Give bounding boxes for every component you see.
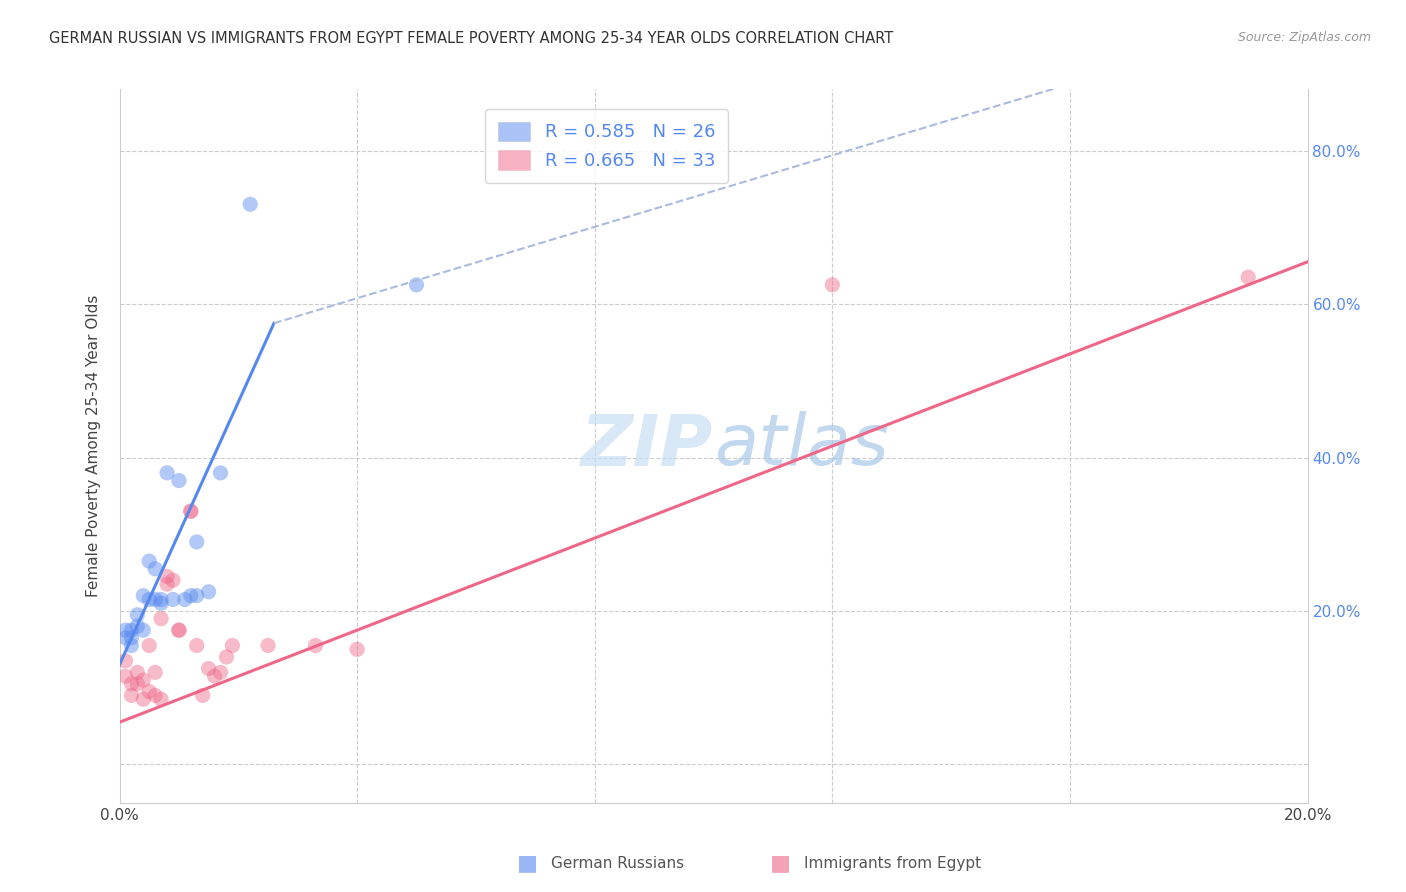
Point: [197, 584, 219, 599]
Text: atlas: atlas: [713, 411, 889, 481]
Text: Source: ZipAtlas.com: Source: ZipAtlas.com: [1237, 31, 1371, 45]
Point: [127, 665, 149, 680]
Point: [346, 642, 368, 657]
Point: [180, 504, 202, 518]
Text: ■: ■: [517, 854, 537, 873]
Point: [186, 589, 208, 603]
Text: German Russians: German Russians: [551, 856, 685, 871]
Point: [138, 639, 160, 653]
Point: [405, 277, 427, 292]
Point: [239, 197, 262, 211]
Point: [132, 673, 155, 687]
Text: ■: ■: [770, 854, 790, 873]
Text: Immigrants from Egypt: Immigrants from Egypt: [804, 856, 981, 871]
Point: [150, 692, 173, 706]
Point: [132, 589, 155, 603]
Point: [204, 669, 226, 683]
Point: [209, 665, 232, 680]
Point: [167, 623, 190, 637]
Point: [150, 612, 173, 626]
Point: [120, 639, 142, 653]
Point: [132, 623, 155, 637]
Point: [304, 639, 326, 653]
Point: [191, 689, 214, 703]
Point: [1237, 270, 1260, 285]
Point: [127, 607, 149, 622]
Point: [127, 619, 149, 633]
Point: [156, 466, 179, 480]
Point: [186, 535, 208, 549]
Point: [167, 474, 190, 488]
Point: [138, 554, 160, 568]
Point: [120, 631, 142, 645]
Point: [143, 592, 166, 607]
Point: [209, 466, 232, 480]
Point: [143, 689, 166, 703]
Point: [197, 661, 219, 675]
Point: [114, 631, 136, 645]
Point: [821, 277, 844, 292]
Point: [120, 689, 142, 703]
Point: [120, 677, 142, 691]
Point: [132, 692, 155, 706]
Point: [215, 650, 238, 665]
Point: [186, 639, 208, 653]
Point: [114, 623, 136, 637]
Point: [143, 665, 166, 680]
Point: [138, 684, 160, 698]
Point: [114, 654, 136, 668]
Point: [167, 623, 190, 637]
Point: [143, 562, 166, 576]
Point: [138, 592, 160, 607]
Point: [156, 577, 179, 591]
Point: [120, 623, 142, 637]
Point: [180, 589, 202, 603]
Y-axis label: Female Poverty Among 25-34 Year Olds: Female Poverty Among 25-34 Year Olds: [86, 295, 101, 597]
Text: GERMAN RUSSIAN VS IMMIGRANTS FROM EGYPT FEMALE POVERTY AMONG 25-34 YEAR OLDS COR: GERMAN RUSSIAN VS IMMIGRANTS FROM EGYPT …: [49, 31, 893, 46]
Point: [173, 592, 195, 607]
Point: [150, 592, 173, 607]
Legend: R = 0.585   N = 26, R = 0.665   N = 33: R = 0.585 N = 26, R = 0.665 N = 33: [485, 109, 728, 183]
Point: [180, 504, 202, 518]
Point: [127, 677, 149, 691]
Point: [257, 639, 280, 653]
Point: [162, 592, 184, 607]
Point: [114, 669, 136, 683]
Point: [162, 574, 184, 588]
Text: ZIP: ZIP: [581, 411, 713, 481]
Point: [221, 639, 243, 653]
Point: [150, 596, 173, 610]
Point: [156, 569, 179, 583]
